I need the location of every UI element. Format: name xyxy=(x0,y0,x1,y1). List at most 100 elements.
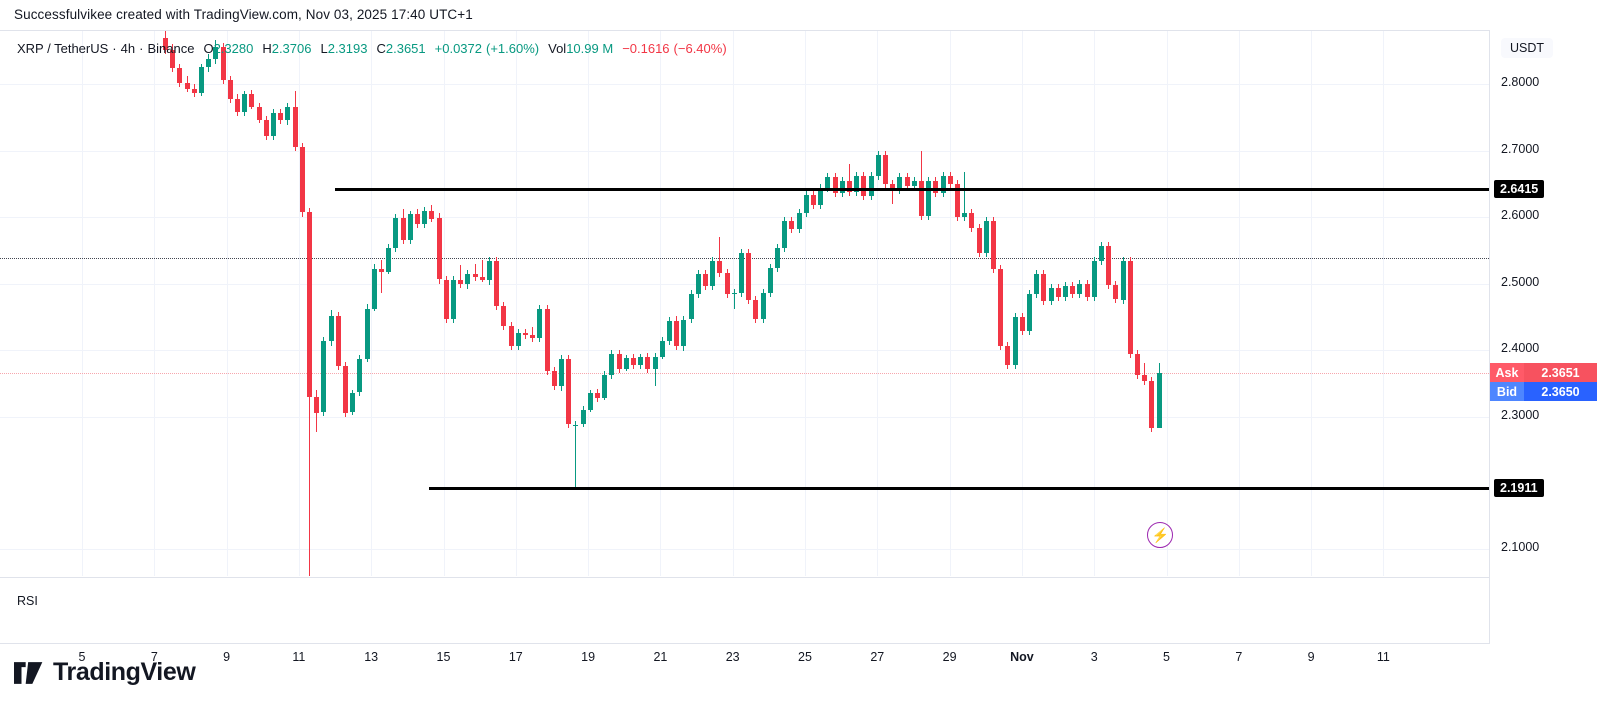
candle-up[interactable] xyxy=(868,175,874,196)
candle-down[interactable] xyxy=(292,106,298,147)
candle-down[interactable] xyxy=(501,306,507,327)
candle-down[interactable] xyxy=(256,106,262,121)
candle-up[interactable] xyxy=(1099,246,1104,261)
candle-up[interactable] xyxy=(407,214,413,240)
candle-down[interactable] xyxy=(1106,246,1112,285)
candle-down[interactable] xyxy=(724,272,730,295)
bid-quote-row[interactable]: Bid 2.3650 xyxy=(1490,382,1597,402)
candle-up[interactable] xyxy=(213,47,219,59)
candle-up[interactable] xyxy=(580,409,586,425)
candle-down[interactable] xyxy=(631,358,636,365)
candle-down[interactable] xyxy=(847,181,852,192)
candle-up[interactable] xyxy=(731,292,737,295)
candle-up[interactable] xyxy=(242,93,248,113)
horizontal-ray-2.1911[interactable] xyxy=(428,487,1489,491)
candle-down[interactable] xyxy=(415,214,420,224)
candle-up[interactable] xyxy=(1027,294,1032,332)
ask-quote-row[interactable]: Ask 2.3651 xyxy=(1490,363,1597,383)
candle-up[interactable] xyxy=(638,356,644,365)
candle-down[interactable] xyxy=(530,335,536,339)
candle-down[interactable] xyxy=(976,227,982,253)
candle-up[interactable] xyxy=(926,181,932,216)
candle-down[interactable] xyxy=(947,175,953,184)
candle-down[interactable] xyxy=(703,274,708,287)
candle-down[interactable] xyxy=(616,354,622,369)
candle-up[interactable] xyxy=(328,315,334,341)
candle-down[interactable] xyxy=(789,221,795,230)
candle-down[interactable] xyxy=(753,299,759,320)
candle-up[interactable] xyxy=(371,268,377,309)
candle-up[interactable] xyxy=(659,340,665,357)
candle-down[interactable] xyxy=(429,210,435,219)
candle-up[interactable] xyxy=(681,319,687,347)
candle-down[interactable] xyxy=(551,371,557,386)
candle-down[interactable] xyxy=(299,146,305,212)
candle-down[interactable] xyxy=(314,396,320,413)
candle-up[interactable] xyxy=(688,294,694,320)
candle-down[interactable] xyxy=(933,181,939,194)
candle-up[interactable] xyxy=(465,274,471,284)
candle-down[interactable] xyxy=(883,154,888,184)
candle-up[interactable] xyxy=(386,247,392,272)
rsi-pane[interactable]: RSI xyxy=(0,577,1489,644)
candle-up[interactable] xyxy=(818,187,824,206)
candle-down[interactable] xyxy=(645,356,651,369)
candle-down[interactable] xyxy=(746,253,752,300)
candle-up[interactable] xyxy=(573,424,579,426)
candle-up[interactable] xyxy=(587,392,593,410)
candle-up[interactable] xyxy=(199,66,204,94)
candle-up[interactable] xyxy=(537,308,543,338)
candle-up[interactable] xyxy=(1063,286,1068,297)
candle-down[interactable] xyxy=(170,49,176,69)
candle-up[interactable] xyxy=(775,247,780,268)
price-pane[interactable]: ⚡ xyxy=(0,31,1489,576)
candle-up[interactable] xyxy=(1156,373,1162,429)
candle-down[interactable] xyxy=(263,120,269,137)
candle-down[interactable] xyxy=(249,93,255,107)
candle-up[interactable] xyxy=(364,308,370,360)
candle-up[interactable] xyxy=(760,292,766,320)
candle-down[interactable] xyxy=(544,308,550,372)
candle-up[interactable] xyxy=(983,221,989,253)
candle-down[interactable] xyxy=(1055,287,1061,297)
lightning-event-icon[interactable]: ⚡ xyxy=(1147,522,1174,549)
candle-down[interactable] xyxy=(163,37,168,50)
candle-down[interactable] xyxy=(1084,283,1090,297)
candle-down[interactable] xyxy=(1113,284,1119,300)
candle-up[interactable] xyxy=(422,210,428,224)
candle-down[interactable] xyxy=(494,261,500,307)
candle-down[interactable] xyxy=(220,47,226,81)
candle-up[interactable] xyxy=(451,279,456,320)
candle-down[interactable] xyxy=(177,68,183,83)
candle-down[interactable] xyxy=(1019,316,1025,332)
candle-down[interactable] xyxy=(379,268,384,272)
candle-down[interactable] xyxy=(566,359,572,425)
candle-up[interactable] xyxy=(940,175,946,194)
candle-up[interactable] xyxy=(739,253,744,293)
candle-up[interactable] xyxy=(1048,287,1054,301)
candlestick-series[interactable] xyxy=(0,31,1489,576)
candle-down[interactable] xyxy=(458,279,464,284)
price-level-tag[interactable]: 2.1911 xyxy=(1494,478,1544,497)
candle-up[interactable] xyxy=(1077,283,1083,295)
candle-up[interactable] xyxy=(854,175,860,192)
candle-down[interactable] xyxy=(443,279,449,320)
candle-down[interactable] xyxy=(832,177,838,194)
candle-up[interactable] xyxy=(357,359,363,393)
candle-down[interactable] xyxy=(1135,354,1140,376)
candle-down[interactable] xyxy=(904,177,910,187)
candle-up[interactable] xyxy=(1034,274,1040,295)
candle-down[interactable] xyxy=(1070,286,1076,295)
candle-down[interactable] xyxy=(1005,346,1011,365)
candle-up[interactable] xyxy=(206,58,212,67)
candle-down[interactable] xyxy=(1041,274,1047,301)
horizontal-ray-2.6415[interactable] xyxy=(335,188,1489,191)
candle-up[interactable] xyxy=(321,340,327,413)
candle-up[interactable] xyxy=(652,356,658,369)
candle-up[interactable] xyxy=(782,221,788,248)
candle-down[interactable] xyxy=(969,213,975,228)
candle-down[interactable] xyxy=(479,276,485,280)
candle-up[interactable] xyxy=(285,106,291,121)
candle-down[interactable] xyxy=(191,88,197,94)
candle-down[interactable] xyxy=(335,315,341,366)
